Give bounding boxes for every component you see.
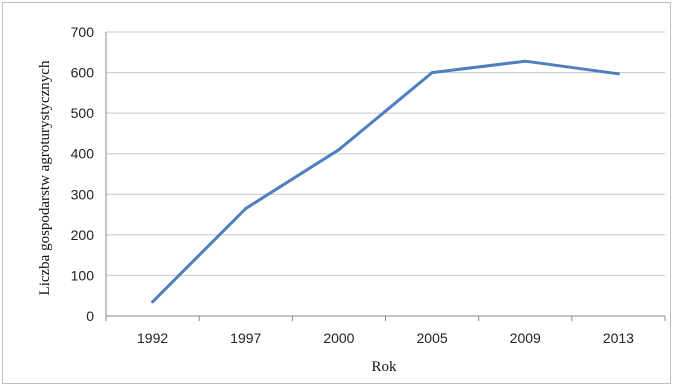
y-tick-label: 400 <box>71 146 95 162</box>
y-tick-label: 700 <box>71 24 95 40</box>
y-tick-label: 600 <box>71 65 95 81</box>
x-tick-label: 1992 <box>137 330 168 346</box>
data-point <box>244 206 248 210</box>
x-tick-label: 2005 <box>417 330 448 346</box>
y-tick-label: 500 <box>71 105 95 121</box>
data-point <box>430 71 434 75</box>
x-axis-title: Rok <box>371 359 397 375</box>
data-point <box>616 72 620 76</box>
y-tick-label: 0 <box>86 308 94 324</box>
y-tick-label: 100 <box>71 267 95 283</box>
data-point <box>151 300 155 304</box>
series-line <box>151 59 620 304</box>
axes <box>105 32 666 321</box>
data-point <box>337 148 341 152</box>
y-tick-label: 300 <box>71 186 95 202</box>
x-tick-labels: 1992 1997 2000 2005 2009 2013 <box>137 330 634 346</box>
series-layer <box>151 59 620 304</box>
y-tick-labels: 0 100 200 300 400 500 600 700 <box>71 24 95 324</box>
y-axis-title: Liczba gospodarstw agroturystycznych <box>37 60 53 295</box>
x-tick-label: 2009 <box>510 330 541 346</box>
data-point <box>523 59 527 63</box>
y-tick-label: 200 <box>71 227 95 243</box>
x-tick-label: 2013 <box>603 330 634 346</box>
x-tick-label: 2000 <box>323 330 354 346</box>
x-tick-label: 1997 <box>230 330 261 346</box>
gridlines <box>106 31 665 276</box>
